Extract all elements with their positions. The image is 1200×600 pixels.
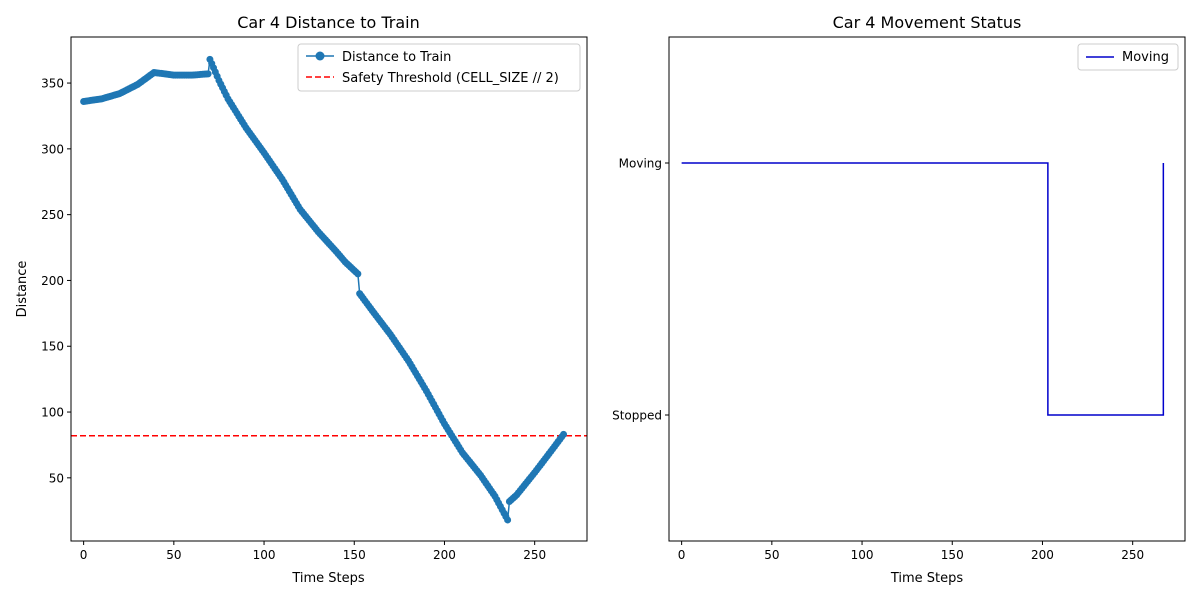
movement-chart-plot-area	[681, 162, 1165, 416]
distance-x-tick-label: 50	[166, 548, 181, 562]
distance-chart-ylabel: Distance	[15, 261, 30, 318]
distance-x-tick-label: 200	[433, 548, 456, 562]
distance-point	[560, 430, 568, 438]
distance-chart-title: Car 4 Distance to Train	[237, 13, 420, 32]
legend-threshold-label: Safety Threshold (CELL_SIZE // 2)	[342, 71, 559, 86]
movement-x-tick-label: 50	[764, 548, 779, 562]
distance-x-tick-label: 100	[253, 548, 276, 562]
distance-y-tick-label: 350	[41, 77, 64, 91]
movement-chart-frame	[668, 36, 1186, 542]
distance-chart-x-ticks: 0 50 100 150 200 250	[80, 541, 546, 562]
movement-x-tick-label: 250	[1121, 548, 1144, 562]
legend-distance-label: Distance to Train	[342, 50, 451, 65]
movement-chart: Car 4 Movement Status Time Steps 0 50 100 1…	[612, 13, 1186, 586]
movement-chart-legend-box	[1077, 43, 1179, 71]
movement-x-tick-label: 0	[678, 548, 686, 562]
distance-x-tick-label: 0	[80, 548, 88, 562]
distance-y-tick-label: 200	[41, 274, 64, 288]
distance-y-tick-label: 50	[49, 471, 64, 485]
distance-y-tick-label: 250	[41, 208, 64, 222]
distance-y-tick-label: 100	[41, 406, 64, 420]
movement-x-tick-label: 200	[1031, 548, 1054, 562]
movement-chart-title: Car 4 Movement Status	[833, 13, 1022, 32]
distance-series-markers	[80, 55, 568, 524]
legend-distance-marker	[315, 51, 325, 61]
distance-chart: Car 4 Distance to Train Time Steps Dista…	[15, 13, 588, 586]
movement-chart-x-ticks: 0 50 100 150 200 250	[678, 541, 1144, 562]
movement-y-tick-label: Stopped	[612, 409, 662, 423]
movement-chart-y-ticks: Stopped Moving	[612, 157, 669, 423]
distance-chart-y-ticks: 50 100 150 200 250 300 350	[41, 77, 71, 485]
distance-y-tick-label: 150	[41, 340, 64, 354]
movement-status-line	[681, 162, 1165, 416]
distance-chart-legend-box	[297, 43, 581, 92]
movement-x-tick-label: 150	[941, 548, 964, 562]
movement-y-tick-label: Moving	[619, 157, 662, 171]
distance-point	[204, 70, 212, 78]
movement-x-tick-label: 100	[851, 548, 874, 562]
distance-point	[354, 270, 362, 278]
movement-chart-legend: Moving	[1077, 43, 1179, 71]
legend-moving-label: Moving	[1122, 50, 1169, 65]
distance-chart-xlabel: Time Steps	[291, 571, 365, 586]
distance-x-tick-label: 150	[343, 548, 366, 562]
movement-chart-xlabel: Time Steps	[890, 571, 964, 586]
distance-point	[504, 516, 512, 524]
distance-chart-legend: Distance to Train Safety Threshold (CELL…	[297, 43, 581, 92]
distance-y-tick-label: 300	[41, 142, 64, 156]
distance-chart-plot-area	[71, 55, 587, 524]
distance-chart-frame	[70, 36, 588, 542]
distance-x-tick-label: 250	[523, 548, 546, 562]
